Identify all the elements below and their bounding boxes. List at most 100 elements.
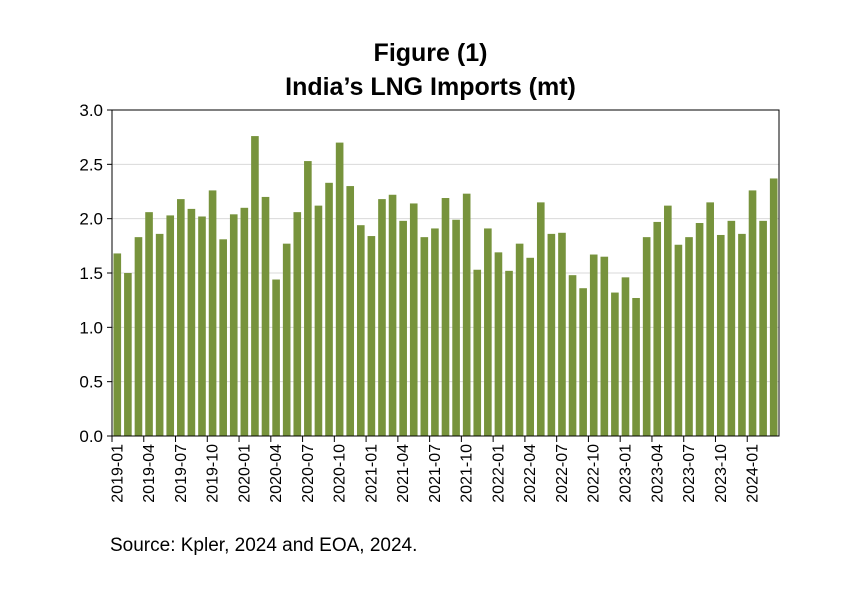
bar-2020-05 [282, 243, 291, 436]
bar-2020-02 [251, 136, 259, 436]
bar-2020-03 [261, 196, 270, 436]
bar-2021-08 [441, 198, 450, 436]
bar-2024-01 [748, 190, 757, 436]
x-tick-label: 2020-01 [236, 444, 253, 503]
plot-border [111, 109, 780, 437]
bar-2020-07 [304, 161, 312, 436]
bar-2023-02 [632, 297, 640, 436]
bar-2021-02 [378, 199, 386, 436]
x-tick-label: 2022-01 [490, 444, 507, 503]
x-tick-label: 2024-01 [745, 444, 762, 503]
bar-2023-05 [664, 205, 672, 436]
bar-2024-03 [769, 178, 778, 436]
bar-2023-08 [695, 223, 704, 436]
bar-2020-11 [346, 186, 355, 436]
x-tick-label: 2023-01 [617, 444, 634, 503]
bar-2020-12 [356, 225, 365, 436]
x-tick-label: 2022-10 [586, 444, 603, 503]
bar-2021-05 [409, 203, 418, 436]
x-tick-label: 2020-07 [300, 444, 317, 503]
x-tick-label: 2020-10 [332, 444, 349, 503]
x-tick-label: 2021-10 [459, 444, 476, 503]
bar-2019-06 [166, 215, 175, 436]
y-tick-label: 0.0 [79, 427, 103, 446]
bar-2020-01 [240, 207, 249, 436]
bar-2023-11 [727, 220, 736, 436]
bar-2019-02 [124, 273, 132, 436]
y-tick-label: 0.5 [79, 373, 103, 392]
bar-2021-04 [399, 220, 407, 436]
bar-2020-09 [325, 182, 333, 436]
y-tick-labels: 0.0 0.5 1.0 1.5 2.0 2.5 3.0 [79, 101, 103, 446]
bar-2020-10 [335, 142, 344, 436]
bar-2023-03 [642, 237, 651, 436]
bar-2023-04 [653, 221, 662, 436]
x-tick-label: 2022-04 [522, 444, 539, 503]
x-tick-label: 2021-04 [395, 444, 412, 503]
bar-2019-11 [219, 239, 227, 436]
bar-2021-11 [473, 269, 482, 436]
bar-2023-09 [706, 202, 714, 436]
bar-2021-06 [420, 237, 429, 436]
bar-2021-10 [462, 193, 471, 436]
axes [107, 109, 780, 442]
y-tick-label: 3.0 [79, 101, 103, 120]
x-tick-label: 2021-01 [363, 444, 380, 503]
bar-2019-12 [229, 214, 238, 436]
bar-2019-03 [134, 237, 143, 436]
bar-2022-05 [536, 202, 545, 436]
bar-2022-12 [611, 292, 619, 436]
y-tick-label: 1.0 [79, 318, 103, 337]
chart-title: Figure (1) [373, 39, 488, 67]
bar-2021-09 [452, 219, 460, 436]
bar-2022-02 [505, 270, 513, 436]
bar-2023-07 [685, 237, 693, 436]
x-tick-label: 2019-10 [205, 444, 222, 503]
bar-2023-10 [716, 234, 725, 436]
bar-2021-03 [388, 194, 397, 436]
bar-2022-07 [558, 232, 566, 436]
bar-2021-01 [367, 236, 376, 436]
y-tick-label: 2.5 [79, 155, 103, 174]
bar-2019-10 [208, 190, 217, 436]
bar-2019-08 [187, 208, 196, 436]
chart-subtitle: India’s LNG Imports (mt) [285, 73, 576, 101]
bar-2019-05 [155, 233, 164, 436]
bar-2022-04 [526, 257, 535, 436]
bar-2020-04 [272, 279, 280, 436]
y-tick-label: 2.0 [79, 210, 103, 229]
bar-2022-01 [494, 252, 503, 436]
x-tick-label: 2021-07 [427, 444, 444, 503]
bar-2023-06 [674, 244, 683, 436]
x-tick-label: 2023-04 [649, 444, 666, 503]
bar-2022-03 [515, 243, 524, 436]
x-tick-label: 2019-07 [173, 444, 190, 503]
bar-2021-07 [431, 228, 439, 436]
bar-2019-01 [113, 253, 122, 436]
bars [113, 136, 778, 436]
source-note: Source: Kpler, 2024 and EOA, 2024. [110, 535, 418, 556]
x-tick-label: 2019-01 [109, 444, 126, 503]
bar-2024-02 [759, 220, 767, 436]
chart-title-block: Figure (1) India’s LNG Imports (mt) [0, 36, 861, 104]
bar-2022-06 [547, 233, 556, 436]
bar-2019-09 [198, 216, 206, 436]
y-tick-label: 1.5 [79, 264, 103, 283]
x-tick-label: 2019-04 [141, 444, 158, 503]
x-tick-label: 2023-07 [681, 444, 698, 503]
bar-2022-10 [589, 254, 598, 436]
x-tick-label: 2020-04 [268, 444, 285, 503]
bar-2020-08 [314, 205, 323, 436]
bar-2019-04 [145, 212, 153, 436]
bar-2021-12 [484, 228, 492, 436]
bar-2022-11 [600, 256, 609, 436]
bar-2019-07 [177, 199, 185, 436]
bar-2023-12 [738, 233, 746, 436]
x-tick-label: 2023-10 [713, 444, 730, 503]
bar-2022-09 [579, 288, 587, 436]
bar-2023-01 [621, 277, 630, 436]
bar-2022-08 [568, 275, 577, 436]
bar-2020-06 [293, 212, 302, 436]
x-tick-label: 2022-07 [554, 444, 571, 503]
